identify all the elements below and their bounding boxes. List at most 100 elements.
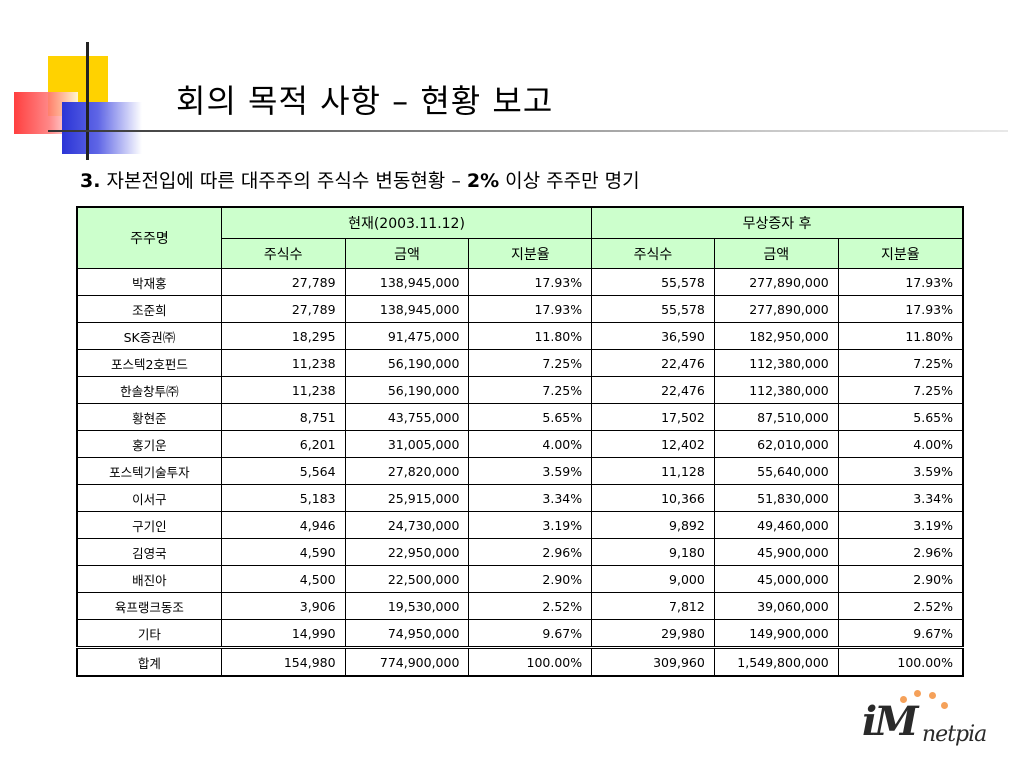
netpia-logo: iM netpia [862, 688, 1002, 758]
total-row: 합계 154,980 774,900,000 100.00% 309,960 1… [76, 646, 964, 677]
table-row: 이서구 5,183 25,915,000 3.34% 10,366 51,830… [76, 484, 964, 512]
cell-current-ratio: 2.52% [468, 592, 593, 620]
cell-current-amount: 74,950,000 [344, 619, 470, 648]
logo-im: iM [862, 698, 919, 745]
cell-after-shares: 36,590 [591, 322, 715, 350]
cell-current-amount: 56,190,000 [344, 376, 470, 404]
cell-current-shares: 4,946 [220, 511, 346, 539]
cell-current-amount: 56,190,000 [344, 349, 470, 377]
table-row: 홍기운 6,201 31,005,000 4.00% 12,402 62,010… [76, 430, 964, 458]
cell-current-amount: 31,005,000 [344, 430, 470, 458]
cell-total-current-ratio: 100.00% [468, 646, 593, 677]
cell-current-shares: 5,564 [220, 457, 346, 485]
cell-after-ratio: 2.90% [837, 565, 964, 593]
cell-after-shares: 9,892 [591, 511, 715, 539]
cell-name: 황현준 [76, 403, 222, 431]
header-current-amount: 금액 [344, 238, 470, 269]
cell-name: SK증권㈜ [76, 322, 222, 350]
cell-name: 김영국 [76, 538, 222, 566]
cell-current-ratio: 3.34% [468, 484, 593, 512]
decor-vertical-line [86, 42, 89, 160]
cell-after-shares: 11,128 [591, 457, 715, 485]
shareholder-table: 주주명 현재(2003.11.12) 무상증자 후 주식수 금액 지분율 주식수… [76, 206, 964, 677]
cell-after-shares: 17,502 [591, 403, 715, 431]
cell-current-shares: 14,990 [220, 619, 346, 648]
cell-after-shares: 9,180 [591, 538, 715, 566]
cell-after-amount: 39,060,000 [713, 592, 839, 620]
slide-title: 회의 목적 사항 – 현황 보고 [176, 82, 554, 120]
logo-dot [914, 690, 921, 697]
cell-current-ratio: 3.59% [468, 457, 593, 485]
cell-current-shares: 4,590 [220, 538, 346, 566]
table-row: 김영국 4,590 22,950,000 2.96% 9,180 45,900,… [76, 538, 964, 566]
subtitle-tail: 이상 주주만 명기 [499, 170, 640, 192]
cell-current-ratio: 5.65% [468, 403, 593, 431]
cell-after-shares: 22,476 [591, 349, 715, 377]
cell-total-after-amount: 1,549,800,000 [713, 646, 839, 677]
cell-current-amount: 43,755,000 [344, 403, 470, 431]
cell-after-shares: 10,366 [591, 484, 715, 512]
cell-name: 홍기운 [76, 430, 222, 458]
cell-after-amount: 149,900,000 [713, 619, 839, 648]
cell-total-current-shares: 154,980 [220, 646, 346, 677]
subtitle-percent: 2% [466, 170, 500, 192]
cell-name: 포스텍기술투자 [76, 457, 222, 485]
cell-current-amount: 22,950,000 [344, 538, 470, 566]
title-underline [48, 130, 1008, 132]
cell-current-ratio: 7.25% [468, 349, 593, 377]
cell-after-amount: 45,000,000 [713, 565, 839, 593]
cell-after-ratio: 3.19% [837, 511, 964, 539]
cell-after-shares: 55,578 [591, 295, 715, 323]
cell-name: 박재홍 [76, 268, 222, 296]
cell-current-amount: 138,945,000 [344, 295, 470, 323]
cell-after-amount: 55,640,000 [713, 457, 839, 485]
header-after-shares: 주식수 [591, 238, 715, 269]
cell-current-amount: 19,530,000 [344, 592, 470, 620]
cell-current-shares: 11,238 [220, 349, 346, 377]
cell-current-ratio: 17.93% [468, 295, 593, 323]
cell-current-shares: 27,789 [220, 268, 346, 296]
cell-name: 이서구 [76, 484, 222, 512]
table-row: 배진아 4,500 22,500,000 2.90% 9,000 45,000,… [76, 565, 964, 593]
cell-after-amount: 112,380,000 [713, 376, 839, 404]
cell-current-amount: 24,730,000 [344, 511, 470, 539]
cell-after-shares: 9,000 [591, 565, 715, 593]
cell-after-ratio: 4.00% [837, 430, 964, 458]
cell-after-ratio: 9.67% [837, 619, 964, 648]
cell-current-shares: 8,751 [220, 403, 346, 431]
header-shareholder: 주주명 [76, 206, 222, 269]
cell-after-ratio: 17.93% [837, 295, 964, 323]
cell-name: 한솔창투㈜ [76, 376, 222, 404]
slide-subtitle: 3. 자본전입에 따른 대주주의 주식수 변동현황 – 2% 이상 주주만 명기 [80, 166, 640, 193]
cell-after-amount: 277,890,000 [713, 268, 839, 296]
cell-after-amount: 51,830,000 [713, 484, 839, 512]
cell-name: 조준희 [76, 295, 222, 323]
cell-current-shares: 18,295 [220, 322, 346, 350]
cell-after-ratio: 11.80% [837, 322, 964, 350]
cell-after-ratio: 3.59% [837, 457, 964, 485]
table-row: 기타 14,990 74,950,000 9.67% 29,980 149,90… [76, 619, 964, 648]
cell-after-shares: 29,980 [591, 619, 715, 648]
logo-netpia: netpia [922, 722, 987, 747]
cell-name: 육프랭크동조 [76, 592, 222, 620]
cell-current-shares: 4,500 [220, 565, 346, 593]
header-after-ratio: 지분율 [837, 238, 964, 269]
cell-after-ratio: 7.25% [837, 376, 964, 404]
cell-current-shares: 11,238 [220, 376, 346, 404]
cell-after-ratio: 5.65% [837, 403, 964, 431]
cell-after-amount: 112,380,000 [713, 349, 839, 377]
header-current-shares: 주식수 [220, 238, 346, 269]
table-row: 육프랭크동조 3,906 19,530,000 2.52% 7,812 39,0… [76, 592, 964, 620]
cell-name: 기타 [76, 619, 222, 648]
cell-after-ratio: 3.34% [837, 484, 964, 512]
cell-after-ratio: 17.93% [837, 268, 964, 296]
table-row: 포스텍기술투자 5,564 27,820,000 3.59% 11,128 55… [76, 457, 964, 485]
cell-after-amount: 277,890,000 [713, 295, 839, 323]
table-row: 황현준 8,751 43,755,000 5.65% 17,502 87,510… [76, 403, 964, 431]
cell-after-ratio: 2.52% [837, 592, 964, 620]
logo-dot [900, 696, 907, 703]
cell-total-after-ratio: 100.00% [837, 646, 964, 677]
cell-after-ratio: 2.96% [837, 538, 964, 566]
cell-after-ratio: 7.25% [837, 349, 964, 377]
cell-name: 구기인 [76, 511, 222, 539]
